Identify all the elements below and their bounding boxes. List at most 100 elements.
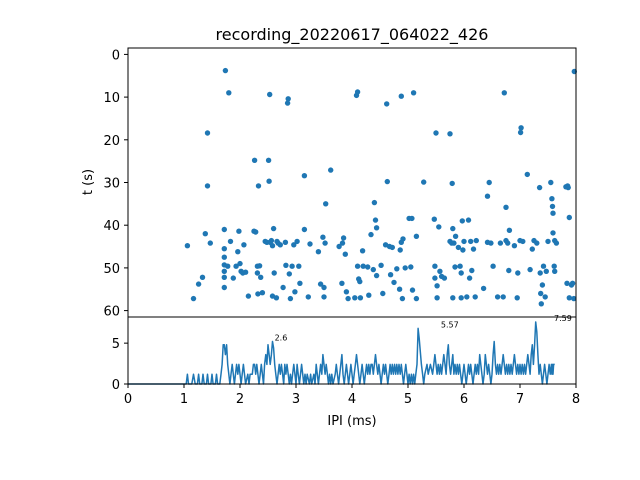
scatter-point [359,248,366,254]
scatter-point [258,274,264,280]
scatter-point [542,294,548,300]
scatter-point [287,295,294,302]
scatter-point [357,295,364,301]
scatter-point [431,216,437,222]
scatter-point [225,263,231,269]
scatter-point [285,96,291,102]
scatter-point [233,263,239,269]
scatter-point [283,262,289,268]
scatter-point [301,173,308,179]
scatter-point [360,263,366,269]
scatter-point [413,233,420,239]
scatter-point [321,284,327,291]
scatter-point [291,242,297,248]
x-tick-label: 6 [460,392,468,407]
scatter-point [494,294,501,300]
scatter-point [222,67,229,74]
scatter-point [242,269,249,275]
scatter-point [204,183,211,189]
scatter-point [410,90,417,96]
scatter-point [221,284,227,291]
scatter-point [256,263,263,269]
scatter-point [432,275,438,281]
scatter-point [370,266,376,273]
scatter-point [354,263,361,269]
scatter-point [441,275,448,281]
scatter-point [280,284,286,291]
scatter-point [373,272,380,279]
y-tick-label: 0 [112,48,120,63]
scatter-point [464,294,470,300]
y-tick-label: 20 [103,134,120,149]
scatter-point [371,199,378,206]
histogram-series-line [128,321,555,385]
y-tick-label: 60 [103,305,120,320]
scatter-point [245,293,252,299]
scatter-point [378,262,384,268]
scatter-point [237,260,243,267]
scatter-point [501,90,507,96]
scatter-point [511,243,518,249]
scatter-point [345,295,351,302]
scatter-point [366,292,372,298]
scatter-point [255,291,261,297]
scatter-point [450,295,456,301]
scatter-point [266,178,272,184]
chart-title: recording_20220617_064022_426 [216,25,489,45]
scatter-point [292,289,298,295]
scatter-point [255,183,262,189]
scatter-point [473,237,479,244]
y-tick-label: 0 [112,378,120,393]
scatter-point [549,196,555,202]
scatter-point [436,224,442,230]
x-axis-label: IPI (ms) [327,414,376,429]
scatter-point [455,244,462,251]
x-tick-label: 1 [180,392,188,407]
scatter-point [268,237,275,244]
scatter-point [269,243,276,249]
y-axis-label: t (s) [81,169,96,195]
scatter-point [389,244,395,251]
scatter-point [538,301,544,307]
histogram-line [128,321,555,385]
scatter-point [552,268,558,274]
scatter-point [202,231,208,237]
y-tick-label: 10 [103,91,120,106]
scatter-point [421,179,427,185]
scatter-point [226,90,232,96]
scatter-point [565,184,571,191]
scatter-point [365,264,371,270]
scatter-point [536,184,543,191]
scatter-point [566,295,572,301]
scatter-point [305,294,311,300]
scatter-point [458,270,464,276]
scatter-point [432,263,438,269]
x-tick-label: 0 [124,392,132,407]
scatter-point [301,226,308,233]
scatter-point [296,263,302,269]
scatter-point [190,295,197,302]
x-tick-label: 7 [516,392,524,407]
scatter-point [221,246,227,252]
scatter-point [328,167,334,173]
x-tick-label: 5 [404,392,412,407]
scatter-point [413,295,420,302]
scatter-point [490,263,496,269]
scatter-point [340,235,347,241]
scatter-point [235,249,241,255]
scatter-point [545,238,551,245]
x-tick-label: 4 [348,392,356,407]
scatter-point [550,230,556,236]
scatter-point [517,129,524,136]
scatter-point [461,238,467,245]
scatter-point [402,265,408,271]
scatter-point [372,217,379,223]
x-tick-label: 3 [292,392,300,407]
scatter-point [357,278,363,285]
scatter-point [254,270,261,276]
scatter-point [184,243,191,249]
scatter-point [251,157,258,163]
scatter-point [551,263,557,269]
peak-annotations: 2.6 5.57 7.59 [275,314,572,343]
